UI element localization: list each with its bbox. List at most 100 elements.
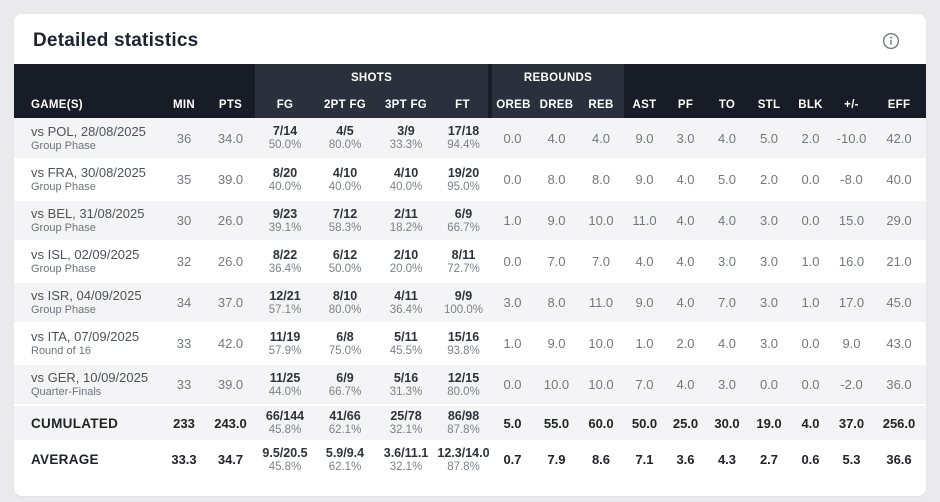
game-label: vs GER, 10/09/2025 xyxy=(31,370,149,385)
cell-oreb: 0.0 xyxy=(490,158,535,200)
cell-fg: 8/20 40.0% xyxy=(255,158,315,200)
game-phase: Group Phase xyxy=(31,304,96,316)
game-phase: Group Phase xyxy=(31,181,96,193)
cell-pts: 26.0 xyxy=(206,240,255,282)
cell-min: 36 xyxy=(162,118,206,159)
3pt-fg-pct: 32.1% xyxy=(389,424,423,436)
cell-pf: 3.0 xyxy=(665,118,706,159)
game-phase: Group Phase xyxy=(31,139,96,152)
table-row: vs ITA, 07/09/2025 Round of 16 33 42.0 11/19… xyxy=(14,322,926,364)
2pt-fg-made: 41/66 xyxy=(329,409,361,423)
cell-ft: 15/16 93.8% xyxy=(437,322,490,364)
fg-pct: 36.4% xyxy=(268,262,302,275)
average-row: AVERAGE 33.3 34.7 9.5/20.5 45.8% 5.9/9.4 62.1%… xyxy=(14,440,926,477)
3pt-fg-made: 3.6/11.1 xyxy=(383,445,429,460)
game-label: vs FRA, 30/08/2025 xyxy=(31,165,146,180)
info-icon[interactable] xyxy=(882,32,900,50)
2pt-fg-pct: 62.1% xyxy=(328,424,362,436)
cell-min: 233 xyxy=(162,404,206,441)
cell-fg: 66/144 45.8% xyxy=(255,404,315,441)
cell-fg: 9.5/20.5 45.8% xyxy=(255,440,315,477)
cell-pf: 3.6 xyxy=(665,440,706,477)
col-header-blk: BLK xyxy=(790,91,831,118)
cell-2pt-fg: 6/9 66.7% xyxy=(315,363,375,405)
fg-pct: 45.8% xyxy=(268,424,302,436)
group-header-row: SHOTS REBOUNDS xyxy=(14,64,926,91)
cell-dreb: 8.0 xyxy=(535,158,578,200)
cell-plus-minus: 16.0 xyxy=(831,240,872,282)
cell-plus-minus: -2.0 xyxy=(831,363,872,405)
2pt-fg-made: 5.9/9.4 xyxy=(325,445,365,460)
cell-game: vs ITA, 07/09/2025 Round of 16 xyxy=(14,322,162,364)
cell-oreb: 1.0 xyxy=(490,199,535,241)
cell-2pt-fg: 8/10 80.0% xyxy=(315,281,375,323)
column-header-row: GAME(S) MIN PTS FG 2PT FG 3PT FG FT OREB DREB REB… xyxy=(14,91,926,118)
fg-made: 66/144 xyxy=(265,409,305,423)
cell-eff: 256.0 xyxy=(872,404,926,441)
3pt-fg-made: 3/9 xyxy=(397,124,415,138)
cell-3pt-fg: 3/9 33.3% xyxy=(375,118,437,159)
cell-game: vs GER, 10/09/2025 Quarter-Finals xyxy=(14,363,162,405)
2pt-fg-pct: 80.0% xyxy=(328,303,362,316)
2pt-fg-made: 4/10 xyxy=(332,165,358,180)
cell-plus-minus: 15.0 xyxy=(831,199,872,241)
2pt-fg-pct: 80.0% xyxy=(328,139,362,151)
cell-game: vs FRA, 30/08/2025 Group Phase xyxy=(14,158,162,200)
ft-pct: 80.0% xyxy=(447,385,480,398)
cell-min: 30 xyxy=(162,199,206,241)
cell-eff: 36.0 xyxy=(872,363,926,405)
cell-reb: 7.0 xyxy=(578,240,624,282)
3pt-fg-made: 2/11 xyxy=(394,206,418,221)
cell-to: 30.0 xyxy=(706,404,748,441)
cell-ft: 12.3/14.0 87.8% xyxy=(437,440,490,477)
cell-eff: 43.0 xyxy=(872,322,926,364)
cell-ft: 9/9 100.0% xyxy=(437,281,490,323)
cell-pf: 4.0 xyxy=(665,281,706,323)
cell-pf: 4.0 xyxy=(665,199,706,241)
cell-3pt-fg: 2/11 18.2% xyxy=(375,199,437,241)
ft-made: 6/9 xyxy=(454,206,473,221)
ft-made: 8/11 xyxy=(451,247,476,262)
cell-2pt-fg: 41/66 62.1% xyxy=(315,404,375,441)
fg-pct: 40.0% xyxy=(268,180,302,193)
ft-made: 86/98 xyxy=(447,409,480,423)
cell-plus-minus: 17.0 xyxy=(831,281,872,323)
fg-made: 12/21 xyxy=(269,288,301,303)
game-label: vs POL, 28/08/2025 xyxy=(31,123,146,139)
3pt-fg-made: 5/16 xyxy=(393,370,419,385)
group-spacer-right xyxy=(624,64,926,91)
fg-pct: 50.0% xyxy=(268,139,302,151)
cell-dreb: 10.0 xyxy=(535,363,578,405)
3pt-fg-pct: 18.2% xyxy=(389,221,423,234)
fg-made: 8/20 xyxy=(272,165,298,180)
cell-blk: 0.0 xyxy=(790,322,831,364)
cell-reb: 10.0 xyxy=(578,363,624,405)
cell-pf: 25.0 xyxy=(665,404,706,441)
cell-blk: 0.0 xyxy=(790,363,831,405)
cell-ast: 11.0 xyxy=(624,199,665,241)
cell-min: 33 xyxy=(162,322,206,364)
ft-pct: 66.7% xyxy=(447,221,480,234)
2pt-fg-made: 6/12 xyxy=(332,247,358,262)
cell-eff: 42.0 xyxy=(872,118,926,159)
cell-oreb: 0.0 xyxy=(490,118,535,159)
cell-oreb: 0.0 xyxy=(490,240,535,282)
cell-min: 32 xyxy=(162,240,206,282)
cell-2pt-fg: 4/10 40.0% xyxy=(315,158,375,200)
cell-game: CUMULATED xyxy=(14,404,162,441)
cell-pts: 39.0 xyxy=(206,363,255,405)
col-header-dreb: DREB xyxy=(535,91,578,118)
cell-eff: 29.0 xyxy=(872,199,926,241)
cell-stl: 3.0 xyxy=(748,322,790,364)
ft-made: 9/9 xyxy=(454,288,473,303)
cell-fg: 11/25 44.0% xyxy=(255,363,315,405)
col-header-ft: FT xyxy=(437,91,490,118)
game-phase: Round of 16 xyxy=(31,345,91,357)
table-row: vs GER, 10/09/2025 Quarter-Finals 33 39.0 11… xyxy=(14,363,926,405)
3pt-fg-pct: 20.0% xyxy=(389,262,423,275)
cell-game: AVERAGE xyxy=(14,440,162,477)
3pt-fg-made: 25/78 xyxy=(390,409,422,423)
ft-pct: 100.0% xyxy=(443,303,483,316)
cell-oreb: 3.0 xyxy=(490,281,535,323)
cell-ft: 12/15 80.0% xyxy=(437,363,490,405)
